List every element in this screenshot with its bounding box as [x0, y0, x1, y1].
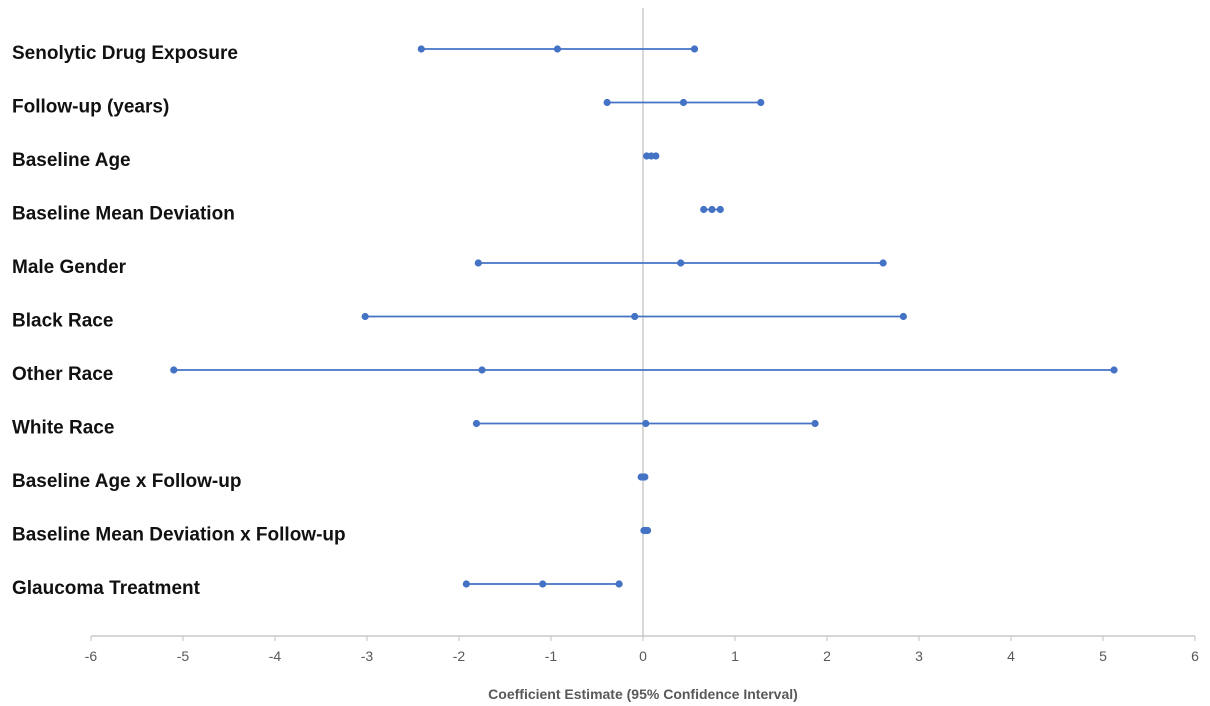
- coefficient-row: Senolytic Drug Exposure: [12, 43, 699, 64]
- x-tick-label: -1: [545, 648, 558, 664]
- ci-upper-point: [879, 259, 887, 267]
- ci-upper-point: [652, 152, 660, 160]
- row-label: Follow-up (years): [12, 97, 169, 118]
- estimate-point: [679, 98, 688, 107]
- ci-lower-point: [700, 205, 708, 214]
- row-label: Male Gender: [12, 257, 127, 278]
- ci-upper-point: [641, 473, 649, 481]
- coefficient-rows: Senolytic Drug Exposure Follow-up (years)…: [12, 43, 1118, 599]
- coefficient-row: Baseline Age x Follow-up: [12, 471, 649, 492]
- coefficient-row: Glaucoma Treatment: [12, 578, 623, 599]
- row-label: Glaucoma Treatment: [12, 578, 201, 599]
- coefficient-row: Follow-up (years): [12, 97, 765, 118]
- x-tick-label: 6: [1191, 648, 1199, 664]
- x-tick-label: 3: [915, 648, 923, 664]
- estimate-point: [539, 580, 547, 588]
- x-axis-title: Coefficient Estimate (95% Confidence Int…: [488, 686, 798, 702]
- row-label: Baseline Age: [12, 150, 131, 171]
- x-tick-label: -3: [361, 648, 374, 664]
- row-label: Baseline Mean Deviation x Follow-up: [12, 525, 346, 546]
- row-label: White Race: [12, 418, 114, 439]
- ci-lower-point: [474, 259, 482, 267]
- estimate-point: [642, 419, 650, 428]
- ci-upper-point: [811, 419, 819, 428]
- ci-lower-point: [603, 98, 611, 107]
- estimate-point: [677, 259, 685, 267]
- row-label: Other Race: [12, 364, 113, 385]
- coefficient-row: Baseline Mean Deviation: [12, 204, 724, 225]
- ci-lower-point: [417, 45, 425, 53]
- coefficient-row: Other Race: [12, 364, 1118, 385]
- row-label: Baseline Mean Deviation: [12, 204, 235, 225]
- ci-lower-point: [462, 580, 470, 588]
- ci-upper-point: [690, 45, 699, 53]
- row-label: Black Race: [12, 311, 113, 332]
- coefficient-row: White Race: [12, 418, 819, 439]
- x-tick-label: 0: [639, 648, 647, 664]
- ci-upper-point: [615, 580, 623, 588]
- coefficient-row: Baseline Age: [12, 150, 660, 171]
- ci-upper-point: [644, 526, 652, 535]
- x-tick-label: 5: [1099, 648, 1107, 664]
- x-tick-label: -4: [269, 648, 282, 664]
- ci-upper-point: [716, 205, 724, 214]
- ci-lower-point: [170, 366, 178, 374]
- ci-lower-point: [361, 312, 369, 321]
- x-tick-label: 1: [731, 648, 739, 664]
- x-tick-label: -5: [177, 648, 190, 664]
- ci-lower-point: [472, 419, 481, 428]
- coefficient-row: Black Race: [12, 311, 907, 332]
- x-tick-label: 2: [823, 648, 831, 664]
- coefficient-row: Male Gender: [12, 257, 887, 278]
- x-axis-ticks: -6 -5 -4 -3 -2 -1 0 1 2 3 4 5 6: [85, 636, 1199, 664]
- ci-upper-point: [757, 98, 765, 107]
- estimate-point: [553, 45, 562, 53]
- x-tick-label: -6: [85, 648, 98, 664]
- x-tick-label: -2: [453, 648, 466, 664]
- ci-upper-point: [1110, 366, 1118, 374]
- x-tick-label: 4: [1007, 648, 1015, 664]
- estimate-point: [708, 205, 716, 214]
- row-label: Baseline Age x Follow-up: [12, 471, 241, 492]
- estimate-point: [631, 312, 639, 321]
- ci-upper-point: [899, 312, 907, 321]
- coefficient-row: Baseline Mean Deviation x Follow-up: [12, 525, 652, 546]
- row-label: Senolytic Drug Exposure: [12, 43, 238, 64]
- estimate-point: [478, 366, 486, 374]
